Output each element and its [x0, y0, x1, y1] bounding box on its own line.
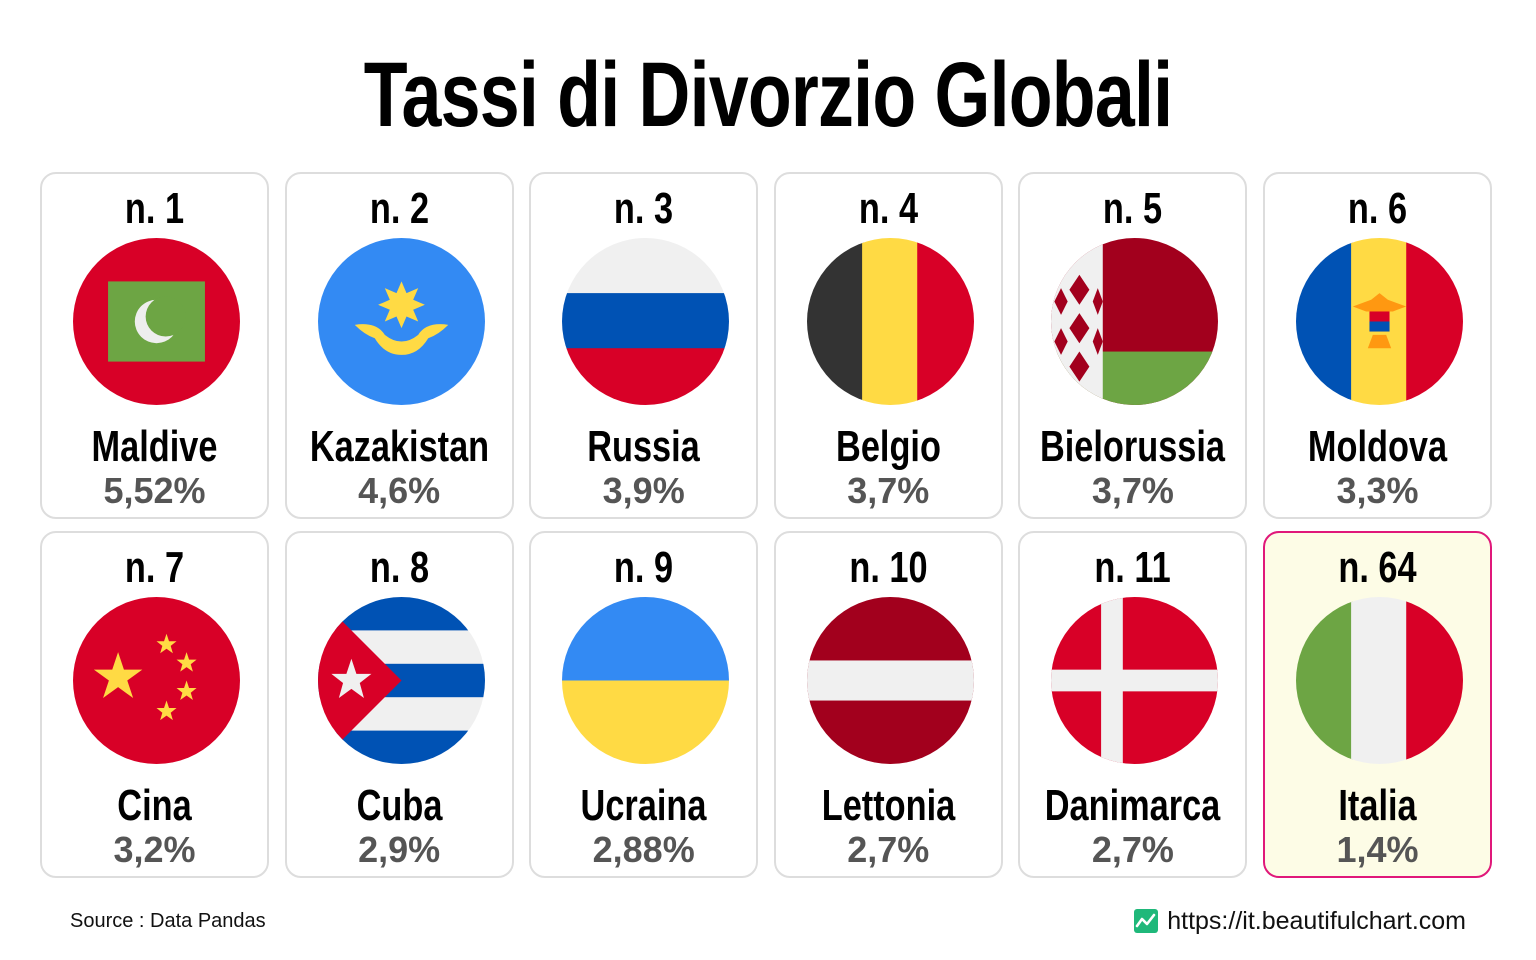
belgium-flag-icon: [806, 238, 974, 405]
country-name: Belgio: [835, 422, 941, 471]
chart-title: Tassi di Divorzio Globali: [363, 44, 1173, 146]
kazakhstan-flag-icon: [317, 238, 485, 405]
maldives-flag-icon: [73, 238, 240, 405]
divorce-rate: 3,7%: [847, 470, 930, 511]
country-card-russia: n. 3 Russia 3,9%: [529, 172, 759, 519]
country-name: Kazakistan: [309, 422, 489, 471]
rank-label: n. 64: [1338, 543, 1417, 592]
divorce-rate: 2,7%: [1091, 829, 1174, 870]
rank-label: n. 11: [1094, 543, 1172, 592]
country-name: Cina: [117, 781, 192, 830]
ukraine-flag-icon: [562, 597, 730, 764]
divorce-rate: 3,7%: [1091, 470, 1174, 511]
moldova-flag-icon: [1295, 238, 1463, 405]
divorce-rate: 3,3%: [1336, 470, 1419, 511]
country-name: Maldive: [91, 422, 218, 471]
country-card-cuba: n. 8 Cuba 2,9%: [284, 531, 514, 878]
country-name: Bielorussia: [1040, 422, 1226, 471]
country-name: Moldova: [1307, 422, 1448, 471]
rank-label: n. 7: [124, 543, 185, 592]
country-card-china: n. 7 Cina 3,2%: [40, 531, 269, 878]
divorce-rate: 3,9%: [602, 470, 685, 511]
rank-label: n. 10: [849, 543, 928, 592]
country-card-ukraine: n. 9 Ucraina 2,88%: [529, 531, 759, 878]
divorce-rate: 1,4%: [1336, 829, 1419, 870]
rank-label: n. 8: [369, 543, 429, 592]
country-card-maldives: n. 1 Maldive 5,52%: [40, 172, 269, 519]
russia-flag-icon: [562, 238, 730, 405]
rank-label: n. 5: [1103, 184, 1163, 233]
rank-label: n. 2: [369, 184, 429, 233]
site-credit[interactable]: https://it.beautifulchart.com: [1133, 906, 1466, 936]
china-flag-icon: [73, 597, 240, 764]
divorce-rate: 2,7%: [847, 829, 930, 870]
country-name: Italia: [1338, 781, 1417, 830]
latvia-flag-icon: [806, 597, 974, 764]
divorce-rate: 3,2%: [113, 829, 196, 870]
denmark-flag-icon: [1051, 597, 1219, 764]
divorce-rate: 2,9%: [358, 829, 441, 870]
rank-label: n. 3: [614, 184, 674, 233]
belarus-flag-icon: [1051, 238, 1219, 405]
country-name: Cuba: [356, 781, 442, 830]
country-card-kazakhstan: n. 2 Kazakistan 4,6%: [284, 172, 514, 519]
rank-label: n. 6: [1347, 184, 1408, 233]
country-card-denmark: n. 11 Danimarca 2,7%: [1018, 531, 1248, 878]
chart-logo-icon: [1134, 909, 1159, 933]
divorce-rate: 5,52%: [103, 470, 206, 511]
country-name: Russia: [587, 422, 700, 471]
country-card-latvia: n. 10 Lettonia 2,7%: [773, 531, 1003, 878]
site-url[interactable]: https://it.beautifulchart.com: [1167, 907, 1466, 935]
country-grid: n. 1 Maldive 5,52% n. 2: [40, 172, 1492, 880]
divorce-rate: 2,88%: [592, 829, 695, 870]
rank-label: n. 1: [124, 184, 185, 233]
country-card-belarus: n. 5 Bielorussia 3,7%: [1018, 172, 1248, 519]
country-card-moldova: n. 6 Moldova 3,3%: [1262, 172, 1492, 519]
divorce-rate: 4,6%: [358, 470, 441, 511]
source-note: Source : Data Pandas: [70, 910, 266, 932]
rank-label: n. 9: [614, 543, 674, 592]
country-name: Danimarca: [1045, 781, 1221, 830]
country-name: Lettonia: [821, 781, 956, 830]
cuba-flag-icon: [317, 597, 485, 764]
country-card-belgium: n. 4 Belgio 3,7%: [773, 172, 1003, 519]
rank-label: n. 4: [858, 184, 918, 233]
country-name: Ucraina: [580, 781, 707, 830]
country-card-italy: n. 64 Italia 1,4%: [1262, 531, 1492, 878]
italy-flag-icon: [1295, 597, 1463, 764]
